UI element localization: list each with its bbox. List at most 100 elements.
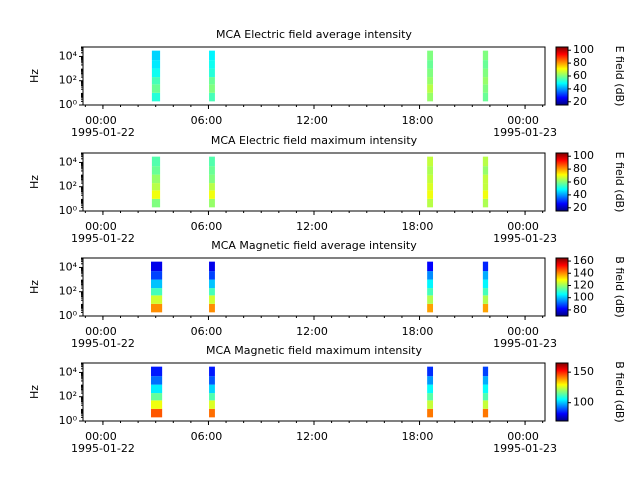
colorbar-swatch bbox=[556, 81, 568, 83]
colorbar-swatch bbox=[556, 268, 568, 270]
spectrogram-cell bbox=[209, 174, 215, 184]
colorbar-swatch bbox=[556, 414, 568, 416]
colorbar-swatch bbox=[556, 311, 568, 313]
colorbar-swatch bbox=[556, 90, 568, 92]
colorbar-swatch bbox=[556, 312, 568, 314]
spectrogram-cell bbox=[209, 384, 215, 394]
colorbar-swatch bbox=[556, 185, 568, 187]
spectrogram-cell bbox=[151, 166, 161, 175]
colorbar-swatch bbox=[556, 99, 568, 101]
colorbar-swatch bbox=[556, 261, 568, 263]
colorbar-swatch bbox=[556, 48, 568, 50]
colorbar-swatch bbox=[556, 83, 568, 85]
x-tick-label: 12:00 bbox=[296, 430, 328, 443]
colorbar-swatch bbox=[556, 155, 568, 157]
colorbar-swatch bbox=[556, 192, 568, 194]
spectrogram-cell bbox=[209, 303, 215, 313]
colorbar-swatch bbox=[556, 417, 568, 419]
spectrogram-cell bbox=[482, 279, 489, 289]
colorbar-swatch bbox=[556, 164, 568, 166]
spectrogram-cell bbox=[209, 198, 215, 208]
colorbar-swatch bbox=[556, 168, 568, 170]
y-tick-label: 10⁴ bbox=[59, 365, 78, 378]
panel-title: MCA Electric field maximum intensity bbox=[211, 134, 418, 147]
colorbar-swatch bbox=[556, 70, 568, 72]
colorbar-tick-label: 80 bbox=[573, 303, 587, 316]
spectrogram-cell bbox=[151, 68, 161, 78]
colorbar-swatch bbox=[556, 76, 568, 78]
colorbar-swatch bbox=[556, 308, 568, 310]
colorbar-swatch bbox=[556, 276, 568, 278]
colorbar-swatch bbox=[556, 93, 568, 95]
colorbar-swatch bbox=[556, 301, 568, 303]
colorbar-swatch bbox=[556, 397, 568, 399]
colorbar-swatch bbox=[556, 282, 568, 284]
spectrogram-cell bbox=[427, 408, 434, 418]
spectrogram-cell bbox=[482, 190, 489, 199]
colorbar-swatch bbox=[556, 183, 568, 185]
spectrogram-cell bbox=[427, 198, 434, 208]
spectrogram-cell bbox=[209, 84, 215, 93]
spectrogram-cell bbox=[427, 303, 434, 313]
spectrogram-cell bbox=[209, 366, 215, 377]
y-tick-label: 10⁰ bbox=[59, 204, 78, 217]
colorbar-swatch bbox=[556, 273, 568, 275]
colorbar-swatch bbox=[556, 399, 568, 401]
colorbar-swatch bbox=[556, 63, 568, 65]
y-tick-label: 10⁴ bbox=[59, 155, 78, 168]
colorbar-swatch bbox=[556, 71, 568, 73]
colorbar-swatch bbox=[556, 204, 568, 206]
spectrogram-cell bbox=[427, 77, 434, 85]
spectrogram-cell bbox=[151, 84, 161, 93]
colorbar-swatch bbox=[556, 388, 568, 390]
y-axis-label: Hz bbox=[28, 175, 41, 189]
colorbar-label: B field (dB) bbox=[613, 256, 626, 317]
colorbar-swatch bbox=[556, 162, 568, 164]
x-tick-label: 1995-01-23 bbox=[493, 126, 557, 139]
colorbar-swatch bbox=[556, 394, 568, 396]
colorbar-swatch bbox=[556, 208, 568, 210]
spectrogram-cell bbox=[151, 183, 161, 191]
colorbar-swatch bbox=[556, 157, 568, 159]
colorbar-swatch bbox=[556, 176, 568, 178]
spectrogram-cell bbox=[151, 77, 161, 85]
colorbar-swatch bbox=[556, 87, 568, 89]
x-tick-label: 12:00 bbox=[296, 220, 328, 233]
spectrogram-cell bbox=[151, 288, 163, 296]
y-tick-label: 10⁴ bbox=[59, 260, 78, 273]
colorbar-swatch bbox=[556, 297, 568, 299]
colorbar-swatch bbox=[556, 65, 568, 67]
colorbar-swatch bbox=[556, 366, 568, 368]
colorbar-tick-label: 150 bbox=[573, 365, 594, 378]
colorbar-swatch bbox=[556, 101, 568, 103]
x-tick-label: 00:00 bbox=[85, 325, 117, 338]
colorbar-swatch bbox=[556, 174, 568, 176]
colorbar-swatch bbox=[556, 188, 568, 190]
x-tick-label: 00:00 bbox=[507, 430, 539, 443]
colorbar-label: B field (dB) bbox=[613, 361, 626, 422]
spectrogram-cell bbox=[209, 271, 215, 280]
colorbar-swatch bbox=[556, 299, 568, 301]
colorbar-swatch bbox=[556, 385, 568, 387]
colorbar-swatch bbox=[556, 190, 568, 192]
x-tick-label: 18:00 bbox=[402, 220, 434, 233]
colorbar-swatch bbox=[556, 400, 568, 402]
colorbar-swatch bbox=[556, 284, 568, 286]
colorbar-swatch bbox=[556, 304, 568, 306]
spectrogram-cell bbox=[427, 288, 434, 296]
spectrogram-cell bbox=[482, 198, 489, 208]
colorbar-swatch bbox=[556, 286, 568, 288]
y-axis-label: Hz bbox=[28, 69, 41, 83]
spectrogram-cell bbox=[151, 261, 163, 272]
x-tick-label: 1995-01-23 bbox=[493, 232, 557, 245]
colorbar-swatch bbox=[556, 291, 568, 293]
spectrogram-cell bbox=[482, 261, 489, 272]
x-tick-label: 18:00 bbox=[402, 430, 434, 443]
colorbar-tick-label: 60 bbox=[573, 69, 587, 82]
colorbar-swatch bbox=[556, 68, 568, 70]
spectrogram-cell bbox=[427, 279, 434, 289]
colorbar-swatch bbox=[556, 198, 568, 200]
spectrogram-cell bbox=[151, 50, 161, 61]
colorbar-swatch bbox=[556, 303, 568, 305]
